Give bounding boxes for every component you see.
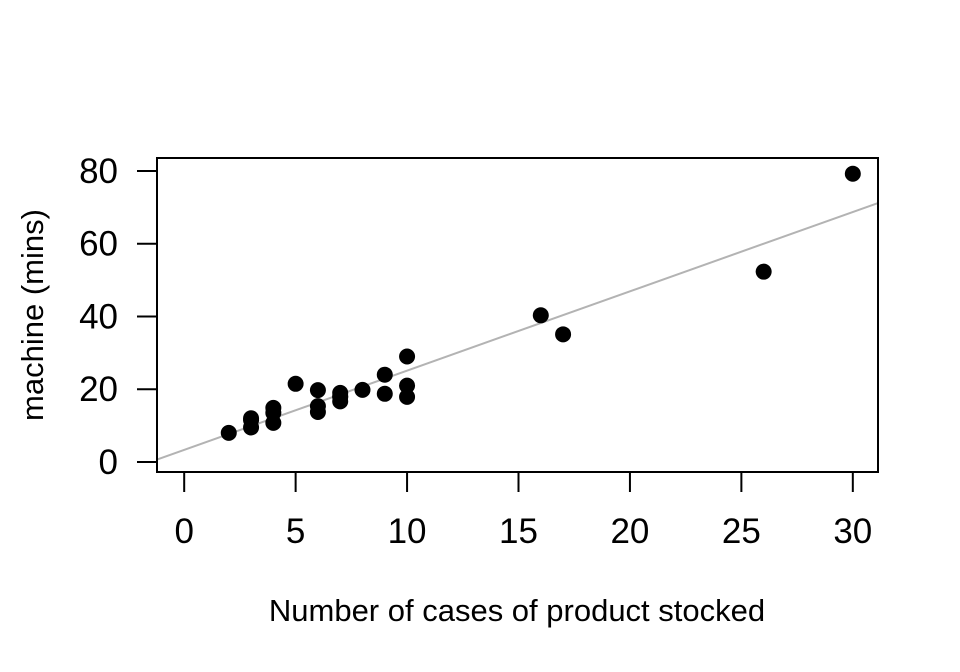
- plot-border: [156, 157, 879, 473]
- y-axis-tick-label: 40: [79, 297, 118, 336]
- data-point: [243, 419, 260, 436]
- data-point: [220, 424, 237, 441]
- data-point: [376, 385, 393, 402]
- x-axis-tick-label: 5: [286, 512, 305, 551]
- x-axis-tick-label: 0: [174, 512, 193, 551]
- y-axis-title: machine (mins): [15, 209, 50, 421]
- data-point: [287, 375, 304, 392]
- data-point: [309, 382, 326, 399]
- data-point: [354, 381, 371, 398]
- data-point: [844, 165, 861, 182]
- y-axis-tick-label: 0: [99, 443, 118, 482]
- y-axis-tick-label: 60: [79, 225, 118, 264]
- data-point: [399, 388, 416, 405]
- regression-line: [156, 202, 879, 461]
- data-point: [332, 384, 349, 401]
- x-axis-title: Number of cases of product stocked: [269, 593, 765, 628]
- x-axis-tick-label: 20: [610, 512, 649, 551]
- y-axis-tick-label: 20: [79, 370, 118, 409]
- x-axis-tick-label: 15: [499, 512, 538, 551]
- data-point: [399, 377, 416, 394]
- data-point: [265, 414, 282, 431]
- data-point: [555, 326, 572, 343]
- y-axis-tick-label: 80: [79, 152, 118, 191]
- data-point: [755, 263, 772, 280]
- data-point: [376, 366, 393, 383]
- chart-layer: 0 5 10 15 20 25 30 0 20 40 60 80: [79, 152, 879, 551]
- data-point: [532, 307, 549, 324]
- data-point: [399, 348, 416, 365]
- x-axis-tick-label: 25: [722, 512, 761, 551]
- data-point: [309, 398, 326, 415]
- x-axis-tick-label: 10: [388, 512, 427, 551]
- x-axis-tick-label: 30: [833, 512, 872, 551]
